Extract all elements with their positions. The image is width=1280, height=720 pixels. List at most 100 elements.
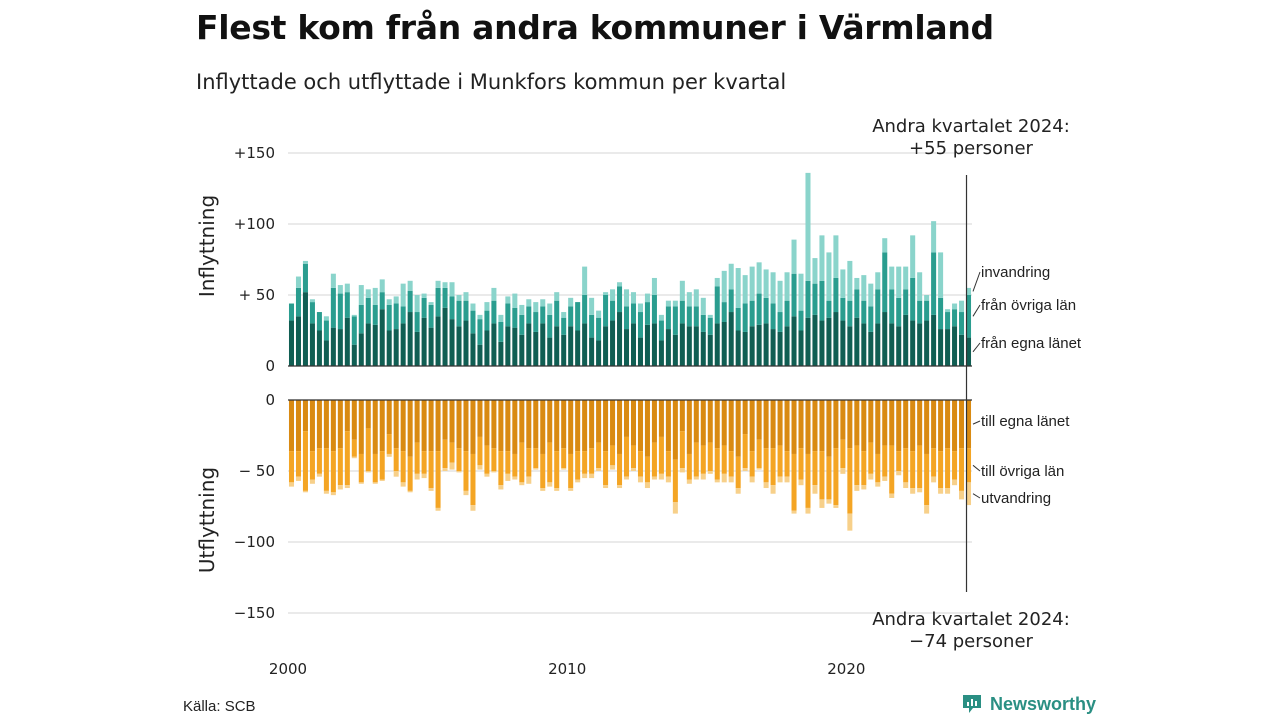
- bar-segment-in-own-county: [323, 340, 329, 366]
- bar-segment-out-own-county: [679, 400, 685, 432]
- bar-segment-out-emigration: [665, 476, 671, 483]
- bar-segment-in-other-counties: [952, 309, 958, 327]
- bar-segment-in-own-county: [749, 326, 755, 366]
- bar-segment-in-own-county: [568, 326, 574, 366]
- bar-segment-out-emigration: [777, 476, 783, 483]
- bar-segment-out-other-counties: [840, 439, 846, 469]
- bar-segment-out-own-county: [805, 400, 811, 454]
- bar-segment-out-other-counties: [533, 448, 539, 469]
- bar-segment-in-other-counties: [784, 300, 790, 327]
- bar-segment-out-emigration: [330, 492, 336, 496]
- bar-segment-out-own-county: [882, 400, 888, 446]
- bar-segment-out-other-counties: [421, 451, 427, 474]
- bar-segment-out-own-county: [554, 400, 560, 452]
- bar-segment-in-immigration: [903, 266, 909, 290]
- bar-segment-in-own-county: [658, 340, 664, 366]
- bar-segment-in-immigration: [358, 285, 364, 305]
- bar-segment-in-immigration: [693, 289, 699, 307]
- bar-segment-in-other-counties: [777, 312, 783, 332]
- bar-segment-out-emigration: [749, 476, 755, 483]
- bar-segment-in-immigration: [589, 297, 595, 315]
- bar-segment-out-emigration: [805, 507, 811, 514]
- bar-segment-out-other-counties: [868, 442, 874, 474]
- bar-segment-in-own-county: [707, 334, 713, 366]
- bar-segment-in-other-counties: [665, 306, 671, 330]
- bar-segment-in-other-counties: [910, 277, 916, 321]
- bar-segment-in-own-county: [896, 326, 902, 366]
- bar-segment-in-other-counties: [540, 306, 546, 324]
- bar-segment-in-own-county: [868, 331, 874, 366]
- bar-segment-out-other-counties: [791, 453, 797, 511]
- bar-segment-out-own-county: [295, 400, 301, 452]
- bar-segment-in-own-county: [952, 326, 958, 366]
- bar-segment-out-other-counties: [812, 451, 818, 486]
- bar-segment-out-emigration: [428, 488, 434, 491]
- bar-segment-out-own-county: [840, 400, 846, 440]
- bar-segment-out-emigration: [952, 479, 958, 486]
- bar-segment-in-immigration: [966, 287, 972, 295]
- bar-segment-in-own-county: [742, 331, 748, 366]
- bar-segment-in-immigration: [386, 299, 392, 305]
- bar-segment-out-own-county: [309, 400, 315, 452]
- bar-segment-out-own-county: [379, 400, 385, 452]
- bar-segment-out-own-county: [735, 400, 741, 457]
- legend-leader-in: [972, 304, 981, 317]
- bar-segment-in-other-counties: [966, 295, 972, 338]
- bar-segment-out-own-county: [358, 400, 364, 454]
- bar-segment-out-own-county: [721, 400, 727, 446]
- series-label-in: invandring: [981, 264, 1050, 281]
- bar-segment-in-other-counties: [547, 314, 553, 338]
- bar-segment-out-own-county: [791, 400, 797, 454]
- bar-segment-in-other-counties: [945, 312, 951, 330]
- bar-segment-in-immigration: [554, 292, 560, 301]
- brand-logo[interactable]: Newsworthy: [960, 692, 1096, 716]
- bar-segment-in-other-counties: [875, 289, 881, 324]
- bar-segment-in-immigration: [302, 260, 308, 264]
- bar-segment-out-emigration: [596, 468, 602, 471]
- bar-segment-in-own-county: [959, 334, 965, 366]
- bar-segment-out-other-counties: [540, 453, 546, 489]
- bar-segment-out-emigration: [400, 482, 406, 487]
- bar-segment-out-other-counties: [610, 445, 616, 466]
- bar-segment-in-own-county: [561, 334, 567, 366]
- bar-segment-in-other-counties: [819, 280, 825, 321]
- bar-segment-out-other-counties: [700, 445, 706, 474]
- bar-segment-in-other-counties: [700, 314, 706, 332]
- axes: 0 + 50 +100 +150 0 − 50 −100 −150 2000 2010 2020: [234, 144, 972, 678]
- bar-segment-in-own-county: [351, 344, 357, 366]
- bar-segment-out-emigration: [498, 485, 504, 490]
- bar-segment-out-own-county: [742, 400, 748, 435]
- bar-segment-in-own-county: [679, 323, 685, 366]
- bar-segment-in-own-county: [428, 327, 434, 366]
- bar-segment-in-own-county: [547, 337, 553, 366]
- bar-segment-in-immigration: [931, 221, 937, 253]
- bar-segment-out-emigration: [651, 476, 657, 480]
- bar-segment-out-own-county: [442, 400, 448, 440]
- bar-segment-out-own-county: [428, 400, 434, 452]
- bar-segment-in-other-counties: [589, 314, 595, 338]
- bar-segment-out-emigration: [561, 468, 567, 470]
- bar-segment-out-emigration: [456, 471, 462, 473]
- bar-segment-in-own-county: [651, 323, 657, 366]
- bar-segment-out-own-county: [400, 400, 406, 452]
- bar-segment-in-other-counties: [302, 263, 308, 293]
- bar-segment-out-own-county: [561, 400, 567, 449]
- bar-segment-out-other-counties: [582, 451, 588, 474]
- bar-segment-in-immigration: [491, 287, 497, 301]
- bar-segment-in-own-county: [763, 323, 769, 366]
- bar-segment-out-other-counties: [442, 439, 448, 469]
- bar-segment-out-own-county: [784, 400, 790, 452]
- bar-segment-in-immigration: [875, 272, 881, 290]
- bar-segment-out-own-county: [714, 400, 720, 449]
- bar-segment-out-own-county: [728, 400, 734, 452]
- bar-segment-out-own-county: [316, 400, 322, 449]
- bar-segment-in-immigration: [610, 289, 616, 301]
- x-tick-label: 2000: [269, 660, 307, 678]
- bar-segment-in-other-counties: [861, 300, 867, 324]
- bar-segment-out-own-county: [959, 400, 965, 449]
- legend-leader-out: [972, 420, 981, 425]
- bar-segment-out-emigration: [288, 482, 295, 487]
- bar-segment-in-other-counties: [316, 312, 322, 331]
- series-label-in: från övriga län: [981, 297, 1076, 314]
- bar-segment-in-other-counties: [498, 321, 504, 342]
